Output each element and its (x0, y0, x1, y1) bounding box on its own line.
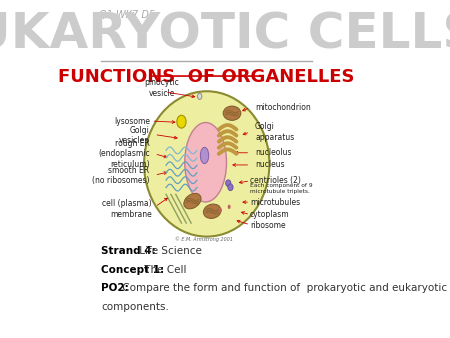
Text: Compare the form and function of  prokaryotic and eukaryotic cells and their cel: Compare the form and function of prokary… (119, 283, 450, 293)
Text: rough ER
(endoplasmic
reticulum): rough ER (endoplasmic reticulum) (98, 139, 149, 169)
Ellipse shape (200, 147, 209, 164)
Text: FUNCTIONS  OF ORGANELLES: FUNCTIONS OF ORGANELLES (58, 68, 355, 86)
Text: Golgi
vesicles: Golgi vesicles (119, 125, 149, 145)
Ellipse shape (198, 93, 202, 99)
Text: nucleolus: nucleolus (255, 148, 292, 157)
Text: Q1 WK7 D5: Q1 WK7 D5 (99, 10, 155, 20)
Text: smooth ER
(no ribosomes): smooth ER (no ribosomes) (92, 166, 149, 186)
Text: Golgi
apparatus: Golgi apparatus (255, 122, 294, 142)
Text: PO2:: PO2: (101, 283, 129, 293)
Ellipse shape (203, 204, 221, 218)
Ellipse shape (219, 208, 222, 213)
Text: EUKARYOTIC CELLS: EUKARYOTIC CELLS (0, 10, 450, 58)
Text: The Cell: The Cell (141, 265, 186, 275)
Ellipse shape (225, 180, 231, 187)
Text: mitochondrion: mitochondrion (256, 103, 311, 112)
Text: components.: components. (101, 302, 169, 312)
Text: cell (plasma)
membrane: cell (plasma) membrane (102, 199, 152, 219)
Text: lysosome: lysosome (115, 117, 151, 125)
Text: © E.M. Armstrong 2001: © E.M. Armstrong 2001 (175, 237, 233, 242)
Text: cytoplasm: cytoplasm (250, 210, 290, 219)
Text: microtubules: microtubules (250, 198, 300, 207)
Text: Concept 1:: Concept 1: (101, 265, 164, 275)
Text: Life Science: Life Science (136, 246, 202, 256)
Ellipse shape (228, 204, 230, 209)
Ellipse shape (228, 184, 233, 191)
Text: Each component of 9
microtubule triplets.: Each component of 9 microtubule triplets… (250, 183, 313, 194)
Ellipse shape (144, 91, 270, 237)
Ellipse shape (177, 115, 186, 128)
Ellipse shape (223, 106, 241, 120)
Text: pinocytic
vesicle: pinocytic vesicle (144, 78, 179, 98)
Text: centrioles (2): centrioles (2) (250, 176, 301, 185)
Text: ribosome: ribosome (250, 221, 286, 230)
Text: nucleus: nucleus (255, 161, 285, 169)
Text: Strand 4:: Strand 4: (101, 246, 156, 256)
Ellipse shape (184, 193, 201, 209)
Ellipse shape (185, 122, 226, 202)
